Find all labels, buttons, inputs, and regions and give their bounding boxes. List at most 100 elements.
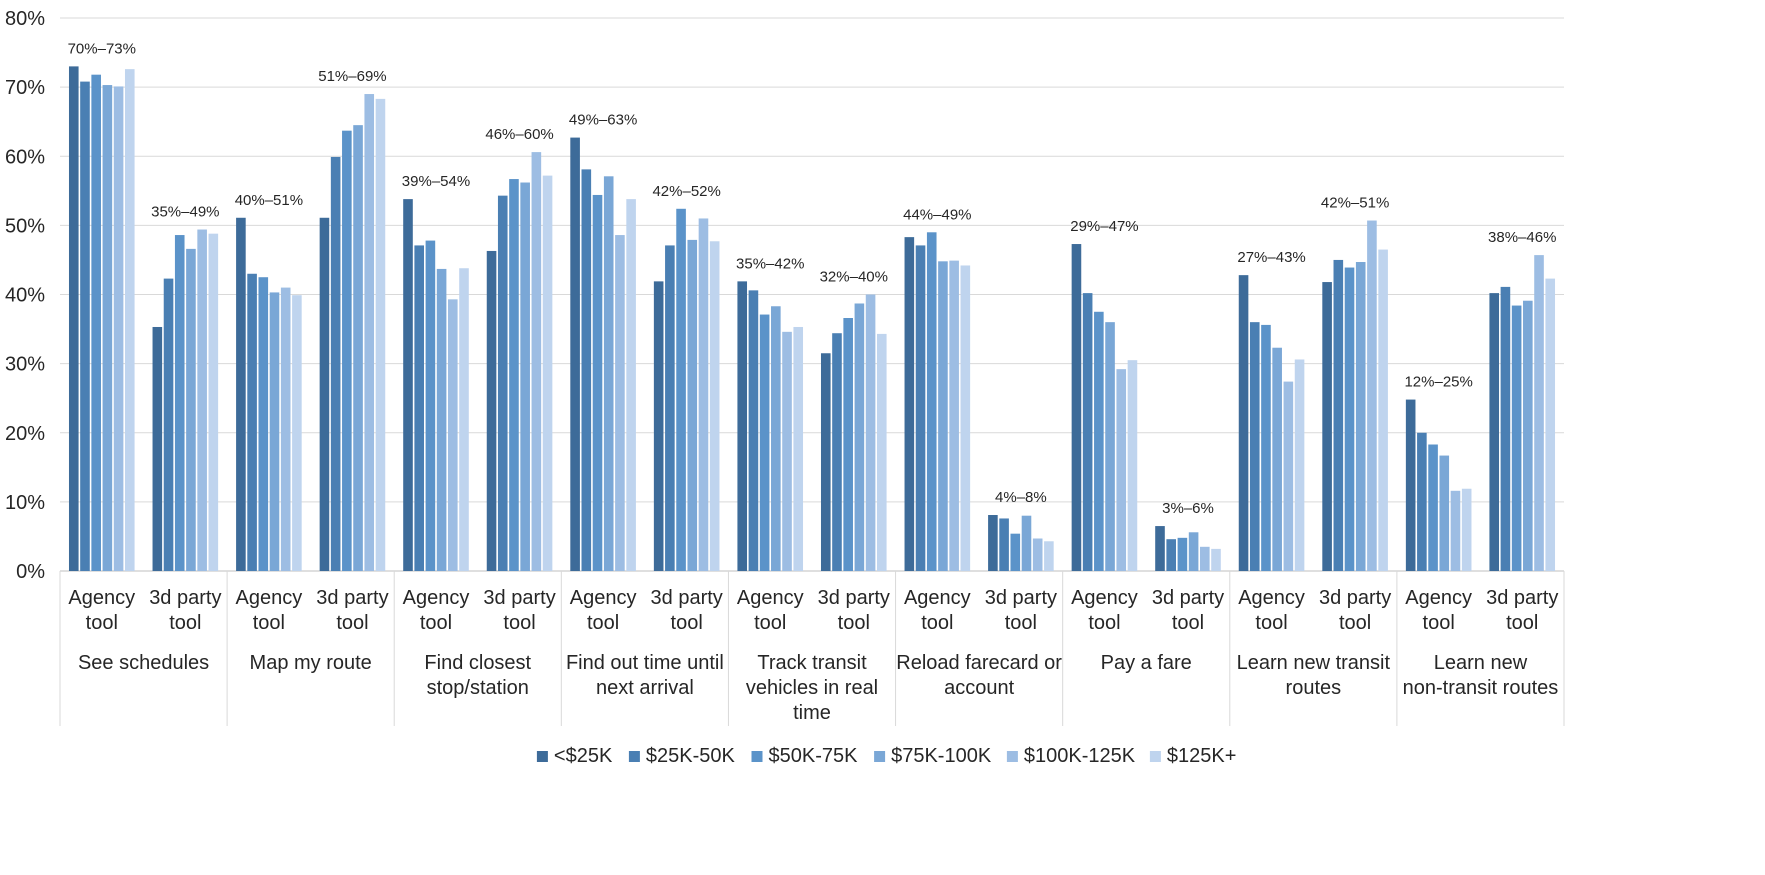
legend-swatch bbox=[751, 751, 763, 762]
y-tick-label: 10% bbox=[5, 492, 45, 514]
tool-label: tool bbox=[1172, 612, 1204, 634]
range-label: 12%–25% bbox=[1404, 374, 1472, 391]
bar bbox=[1021, 515, 1032, 571]
legend-label: <$25K bbox=[554, 745, 613, 767]
range-label: 3%–6% bbox=[1162, 500, 1214, 517]
range-label: 32%–40% bbox=[820, 269, 888, 286]
bar bbox=[1355, 262, 1366, 571]
y-tick-label: 20% bbox=[5, 423, 45, 445]
tool-label: 3d party bbox=[818, 587, 890, 609]
range-label: 46%–60% bbox=[485, 126, 553, 143]
legend-label: $75K-100K bbox=[891, 745, 992, 767]
bar bbox=[113, 86, 124, 571]
bar bbox=[988, 515, 998, 571]
group-label: time bbox=[793, 702, 831, 724]
bar bbox=[258, 277, 269, 571]
bar bbox=[999, 518, 1009, 571]
bar bbox=[1283, 381, 1294, 571]
tool-label: Agency bbox=[1238, 587, 1305, 609]
y-tick-label: 50% bbox=[5, 215, 45, 237]
bar bbox=[865, 294, 876, 571]
bar bbox=[1010, 533, 1021, 571]
tool-label: 3d party bbox=[1486, 587, 1558, 609]
bar bbox=[570, 137, 580, 571]
legend-swatch bbox=[628, 751, 640, 762]
bar bbox=[1511, 305, 1522, 571]
bar bbox=[820, 353, 831, 571]
bar bbox=[938, 261, 948, 571]
range-label: 44%–49% bbox=[903, 206, 971, 223]
bar bbox=[949, 260, 959, 571]
bar bbox=[163, 278, 174, 571]
group-label: non-transit routes bbox=[1403, 677, 1559, 699]
range-labels: 70%–73% 35%–49% 40%–51% 51%–69% 39%–54% 46%–6… bbox=[68, 40, 1557, 517]
range-label: 49%–63% bbox=[569, 112, 637, 129]
bar bbox=[592, 194, 603, 571]
range-label: 35%–42% bbox=[736, 255, 804, 272]
range-label: 35%–49% bbox=[151, 204, 219, 221]
bar bbox=[1105, 322, 1115, 571]
group-label: Learn new bbox=[1434, 652, 1528, 674]
range-label: 4%–8% bbox=[995, 489, 1047, 506]
group-label: next arrival bbox=[596, 677, 694, 699]
bar bbox=[1439, 455, 1450, 571]
group-label: Track transit bbox=[757, 652, 867, 674]
tool-label: tool bbox=[169, 612, 201, 634]
bar bbox=[832, 333, 842, 571]
y-tick-label: 80% bbox=[5, 8, 45, 30]
y-tick-label: 30% bbox=[5, 354, 45, 376]
bar bbox=[436, 268, 447, 571]
y-axis-ticks: 0% 10% 20% 30% 40% 50% 60% 70% 80% bbox=[5, 8, 45, 583]
tool-label: tool bbox=[921, 612, 953, 634]
bar bbox=[771, 306, 781, 571]
bar bbox=[280, 287, 291, 571]
range-label: 51%–69% bbox=[318, 68, 386, 85]
tool-label: tool bbox=[420, 612, 452, 634]
y-tick-label: 0% bbox=[16, 561, 45, 583]
bar bbox=[1534, 255, 1544, 571]
group-label: stop/station bbox=[427, 677, 529, 699]
tool-label: 3d party bbox=[651, 587, 723, 609]
bar bbox=[1188, 532, 1199, 571]
x-axis: Agency tool 3d party tool See schedules Agenc… bbox=[59, 571, 1565, 726]
tool-label: Agency bbox=[904, 587, 971, 609]
bar bbox=[1428, 444, 1438, 571]
bar bbox=[1200, 546, 1210, 571]
legend-label: $25K-50K bbox=[646, 745, 736, 767]
tool-label: tool bbox=[838, 612, 870, 634]
tool-label: tool bbox=[86, 612, 118, 634]
tool-label: tool bbox=[253, 612, 285, 634]
range-label: 27%–43% bbox=[1237, 249, 1305, 266]
bar bbox=[926, 232, 937, 571]
bar bbox=[531, 152, 542, 572]
tool-label: Agency bbox=[737, 587, 804, 609]
bar bbox=[364, 94, 375, 571]
bar bbox=[1071, 244, 1082, 571]
bar bbox=[486, 250, 497, 572]
y-tick-label: 40% bbox=[5, 285, 45, 307]
bar bbox=[1333, 259, 1344, 571]
bar bbox=[665, 245, 675, 571]
bar bbox=[581, 169, 592, 572]
group-label: Learn new transit bbox=[1237, 652, 1391, 674]
bar bbox=[1523, 300, 1533, 571]
group-label: routes bbox=[1286, 677, 1342, 699]
bar bbox=[1238, 275, 1249, 571]
group-label: Find closest bbox=[424, 652, 531, 674]
bar bbox=[603, 176, 614, 571]
bar bbox=[459, 268, 469, 571]
legend: <$25K $25K-50K $50K-75K $75K-100K $100K-125K… bbox=[536, 745, 1236, 767]
tool-label: tool bbox=[754, 612, 786, 634]
bar bbox=[80, 81, 90, 571]
group-label: Map my route bbox=[250, 652, 372, 674]
tool-label: 3d party bbox=[483, 587, 555, 609]
tool-label: Agency bbox=[1071, 587, 1138, 609]
y-tick-label: 60% bbox=[5, 146, 45, 168]
group-label: Find out time until bbox=[566, 652, 724, 674]
bar bbox=[208, 233, 219, 572]
legend-swatch bbox=[536, 751, 548, 762]
group-label: vehicles in real bbox=[746, 677, 878, 699]
bar bbox=[375, 98, 386, 571]
bar bbox=[1322, 282, 1332, 571]
